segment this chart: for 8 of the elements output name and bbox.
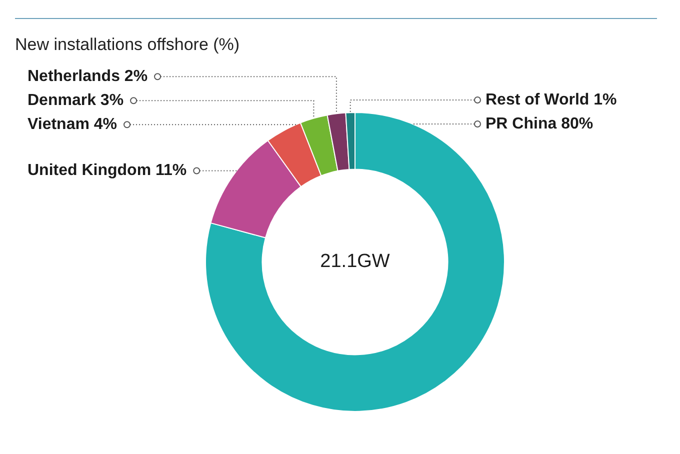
slice-label: Netherlands 2% [28,68,148,86]
slice-label: Rest of World 1% [486,91,617,108]
slice-label: United Kingdom 11% [28,162,187,180]
text: 21.1GW [320,251,390,272]
slice-label: Denmark 3% [28,92,124,110]
slice-label: PR China 80% [486,115,594,132]
chart-title: New installations offshore (%) [15,35,240,54]
slice-label: Vietnam 4% [28,116,118,134]
